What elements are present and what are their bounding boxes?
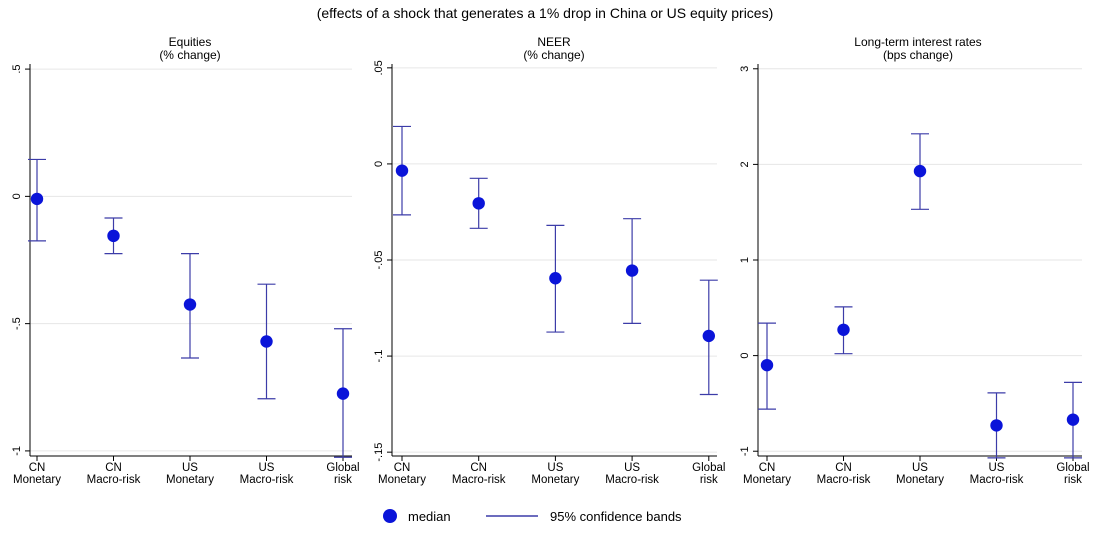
median-point bbox=[760, 358, 774, 372]
y-tick-label: -.1 bbox=[373, 350, 385, 363]
panel-title: Equities bbox=[169, 35, 212, 49]
x-tick-label: Global risk bbox=[692, 462, 725, 486]
y-tick-label: 0 bbox=[373, 161, 385, 167]
y-tick-label: -.15 bbox=[373, 443, 385, 462]
median-point bbox=[183, 298, 197, 311]
panel-title: Long-term interest rates bbox=[854, 35, 981, 49]
panel-subtitle: (bps change) bbox=[883, 48, 953, 62]
legend-box bbox=[365, 500, 735, 532]
x-tick-label: US Macro-risk bbox=[240, 462, 294, 486]
x-tick-label: CN Monetary bbox=[743, 462, 791, 486]
figure-title: (effects of a shock that generates a 1% … bbox=[317, 5, 774, 21]
median-point bbox=[702, 329, 715, 343]
median-point bbox=[913, 164, 927, 178]
x-tick-label: Global risk bbox=[326, 462, 359, 486]
x-tick-label: US Monetary bbox=[531, 462, 579, 486]
x-tick-label: CN Macro-risk bbox=[87, 462, 141, 486]
y-tick-label: 1 bbox=[739, 257, 751, 263]
panel-1: Equities(% change) .5 0 -.5 -1 CN Monetary CN Ma… bbox=[11, 35, 360, 486]
y-tick-label: -.5 bbox=[11, 317, 23, 330]
legend: median 95% confidence bands bbox=[365, 500, 735, 532]
median-point bbox=[837, 323, 850, 336]
x-tick-label: CN Macro-risk bbox=[817, 462, 871, 486]
x-tick-label: US Macro-risk bbox=[605, 462, 659, 486]
median-point bbox=[625, 264, 639, 277]
median-point bbox=[1066, 413, 1080, 426]
median-point bbox=[30, 192, 44, 206]
median-point bbox=[472, 197, 485, 210]
x-tick-label: US Macro-risk bbox=[970, 462, 1024, 486]
x-tick-label: CN Monetary bbox=[378, 462, 426, 486]
x-tick-label: Global risk bbox=[1056, 462, 1089, 486]
x-tick-label: US Monetary bbox=[166, 462, 214, 486]
median-point bbox=[395, 164, 409, 177]
median-point bbox=[260, 335, 273, 348]
median-point bbox=[549, 272, 562, 285]
legend-median-label: median bbox=[408, 509, 451, 524]
y-tick-label: 2 bbox=[739, 161, 751, 167]
y-tick-label: 0 bbox=[11, 193, 23, 199]
panel-3: Long-term interest rates(bps change) 3 2 1 0… bbox=[739, 35, 1090, 486]
x-tick-label: US Monetary bbox=[896, 462, 944, 486]
y-tick-label: -1 bbox=[11, 446, 23, 456]
panel-subtitle: (% change) bbox=[159, 48, 220, 62]
y-tick-label: -1 bbox=[739, 446, 751, 456]
y-tick-label: .05 bbox=[373, 60, 385, 75]
x-tick-label: CN Macro-risk bbox=[452, 462, 506, 486]
median-point bbox=[107, 229, 120, 243]
y-tick-label: 0 bbox=[739, 353, 751, 359]
x-tick-label: CN Monetary bbox=[13, 462, 61, 486]
y-tick-label: 3 bbox=[739, 66, 751, 72]
panel-title: NEER bbox=[537, 35, 571, 49]
median-point bbox=[990, 419, 1003, 432]
legend-band-label: 95% confidence bands bbox=[550, 509, 682, 524]
panel-subtitle: (% change) bbox=[523, 48, 584, 62]
y-tick-label: -.05 bbox=[373, 251, 385, 270]
median-point bbox=[336, 387, 350, 400]
y-tick-label: .5 bbox=[11, 64, 23, 73]
legend-median-marker bbox=[383, 509, 397, 523]
